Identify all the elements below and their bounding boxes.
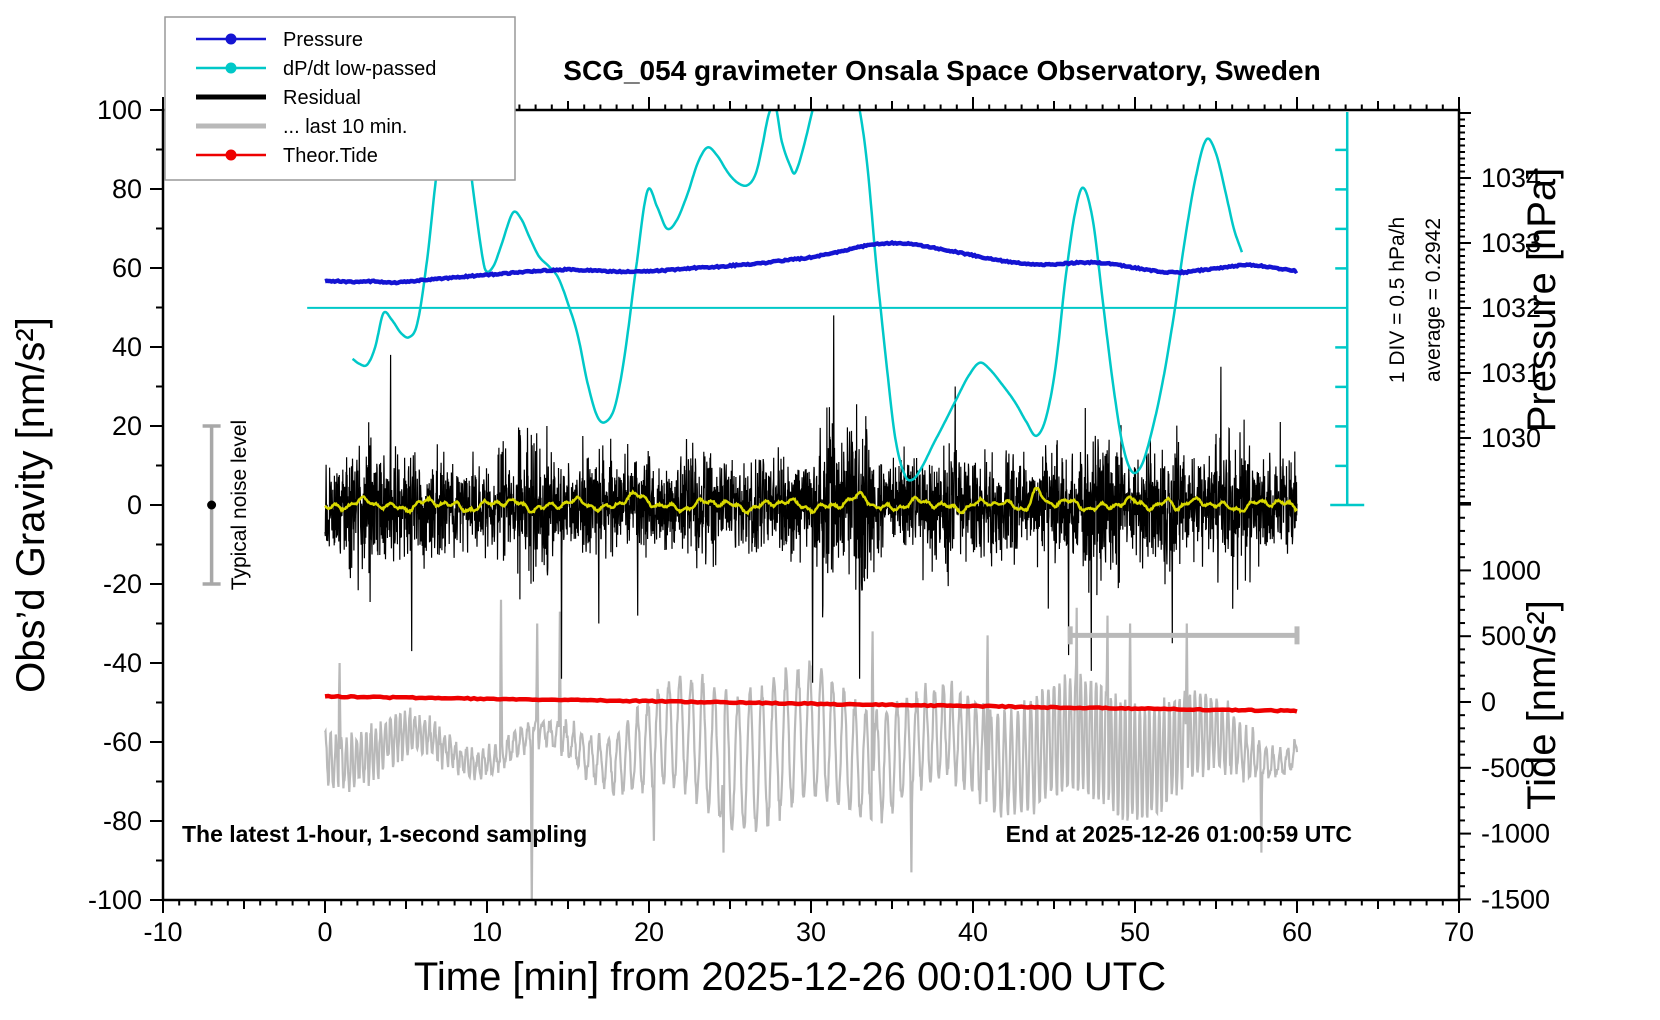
x-axis-label: Time [min] from 2025-12-26 00:01:00 UTC bbox=[414, 955, 1166, 999]
tide-tick-label: -1500 bbox=[1481, 884, 1550, 914]
gravity-tick-label: -40 bbox=[103, 648, 142, 678]
tide-tick-label: 500 bbox=[1481, 621, 1526, 651]
gravity-tick-label: 100 bbox=[97, 95, 142, 125]
y-axis-label-tide: Tide [nm/s²] bbox=[1520, 600, 1564, 810]
gravity-tick-label: 80 bbox=[112, 174, 142, 204]
tide-tick-label: -500 bbox=[1481, 753, 1535, 783]
noise-level-annotation: Typical noise level bbox=[228, 420, 251, 590]
y-axis-label-gravity: Obs’d Gravity [nm/s²] bbox=[9, 317, 53, 693]
pressure-tick-label: 1032 bbox=[1481, 293, 1541, 323]
pressure-tick-label: 1034 bbox=[1481, 163, 1541, 193]
sampling-note: The latest 1-hour, 1-second sampling bbox=[182, 821, 587, 847]
legend-sample-dot bbox=[225, 33, 237, 45]
series-theor-tide bbox=[324, 693, 1298, 714]
x-tick-label: 70 bbox=[1444, 917, 1474, 947]
tide-tick-label: -1000 bbox=[1481, 819, 1550, 849]
legend-label: Theor.Tide bbox=[283, 145, 378, 167]
gravity-tick-label: 40 bbox=[112, 332, 142, 362]
noise-level-dot bbox=[207, 500, 217, 510]
legend-sample-dot bbox=[225, 149, 237, 161]
legend-sample-dot bbox=[225, 62, 237, 74]
gravity-tick-label: -60 bbox=[103, 727, 142, 757]
x-tick-label: 60 bbox=[1282, 917, 1312, 947]
end-time-note: End at 2025-12-26 01:00:59 UTC bbox=[1006, 821, 1352, 847]
y-axis-label-pressure: Pressure [hPa] bbox=[1520, 168, 1564, 433]
x-tick-label: 40 bbox=[958, 917, 988, 947]
gravity-tick-label: -80 bbox=[103, 806, 142, 836]
series-residual-last10 bbox=[324, 599, 1299, 900]
x-tick-label: 0 bbox=[317, 917, 332, 947]
legend-label: dP/dt low-passed bbox=[283, 58, 436, 80]
gravity-tick-label: 0 bbox=[127, 490, 142, 520]
gravity-tick-label: -20 bbox=[103, 569, 142, 599]
gravity-tick-label: -100 bbox=[88, 885, 142, 915]
div-scale-annotation: 1 DIV = 0.5 hPa/h bbox=[1386, 217, 1409, 383]
pressure-tick-label: 1031 bbox=[1481, 358, 1541, 388]
legend-label: Residual bbox=[283, 87, 361, 109]
series-residual bbox=[324, 315, 1298, 683]
series-residual-lowpass bbox=[324, 486, 1299, 516]
chart-overlays bbox=[202, 112, 1365, 645]
x-tick-label: 20 bbox=[634, 917, 664, 947]
series-pressure bbox=[324, 239, 1299, 286]
tide-tick-label: 0 bbox=[1481, 687, 1496, 717]
axis-tick-labels: -10 0 10 20 30 40 50 60 70-100-80-60-40-20020406… bbox=[88, 95, 1550, 947]
x-tick-label: -10 bbox=[143, 917, 182, 947]
x-tick-label: 50 bbox=[1120, 917, 1150, 947]
gravity-tick-label: 20 bbox=[112, 411, 142, 441]
pressure-tick-label: 1033 bbox=[1481, 228, 1541, 258]
data-curves bbox=[324, 110, 1299, 900]
tide-tick-label: 1000 bbox=[1481, 555, 1541, 585]
x-tick-label: 10 bbox=[472, 917, 502, 947]
x-tick-label: 30 bbox=[796, 917, 826, 947]
chart-title: SCG_054 gravimeter Onsala Space Observat… bbox=[563, 55, 1320, 86]
gravity-tick-label: 60 bbox=[112, 253, 142, 283]
average-annotation: average = 0.2942 bbox=[1422, 218, 1445, 382]
plot-frame bbox=[161, 108, 1461, 902]
series-dpdt-lowpassed bbox=[351, 110, 1244, 482]
legend-label: Pressure bbox=[283, 29, 363, 51]
legend-label: ... last 10 min. bbox=[283, 116, 408, 138]
pressure-tick-label: 1030 bbox=[1481, 423, 1541, 453]
legend-box: Pressure dP/dt low-passed Residual ... last… bbox=[164, 16, 516, 181]
